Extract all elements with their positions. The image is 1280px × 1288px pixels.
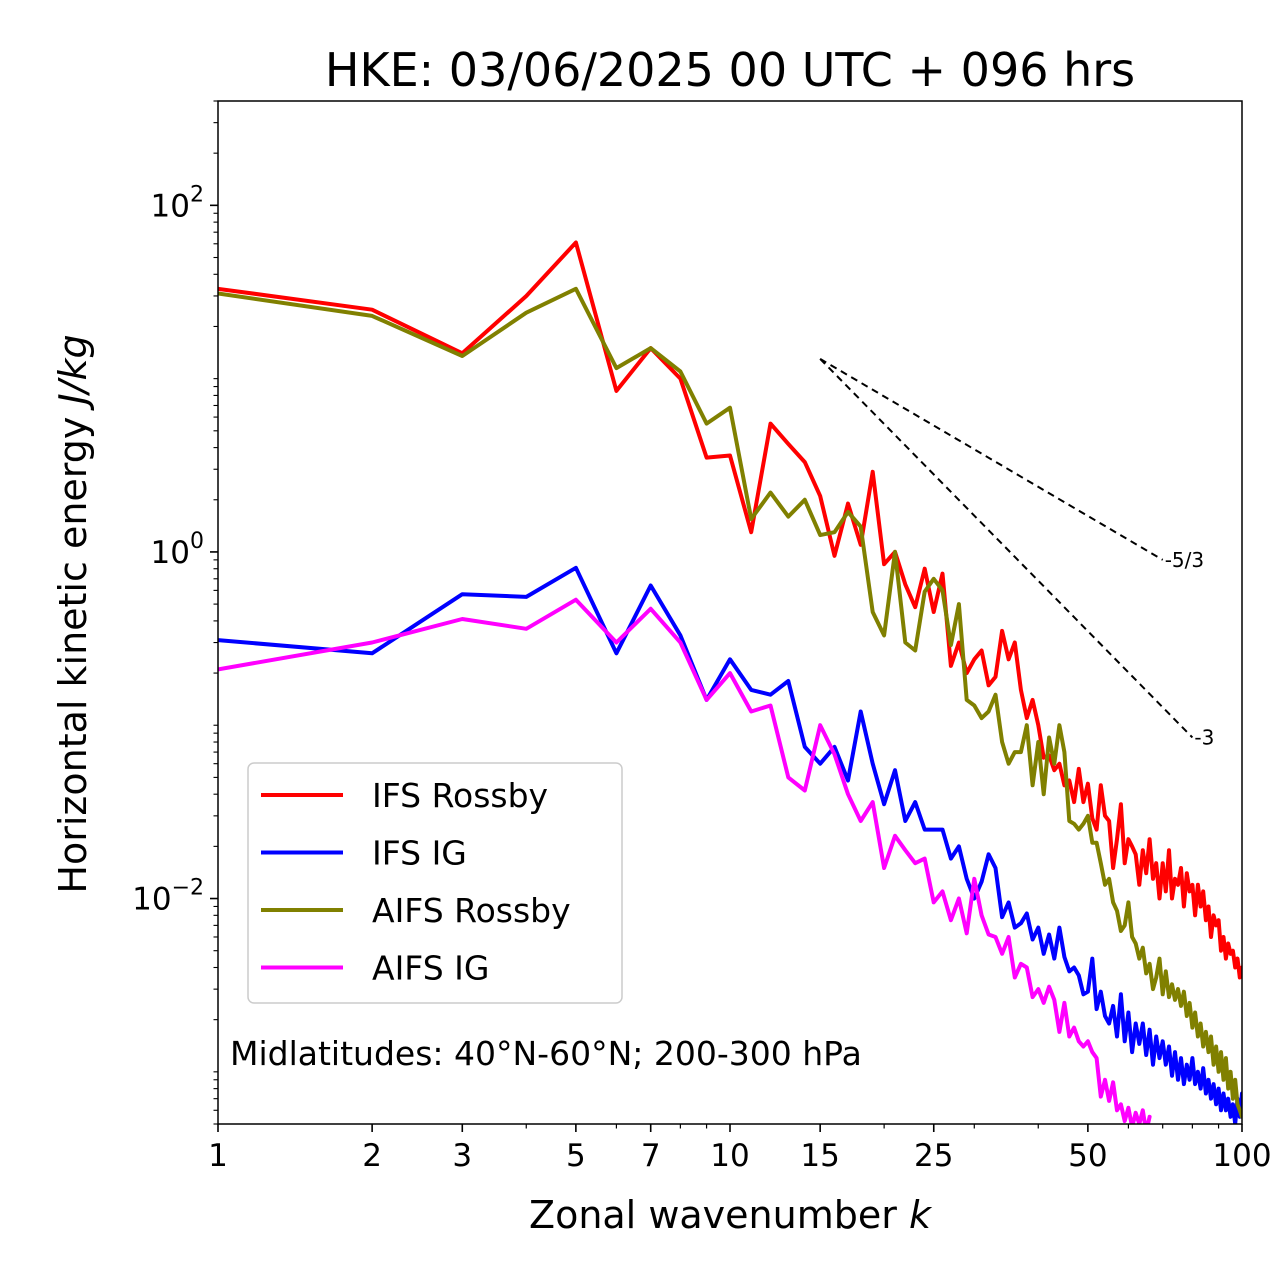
y-tick-base: 10 <box>151 188 190 224</box>
y-tick-exponent: −2 <box>172 876 204 901</box>
series-line-3 <box>218 597 1152 1124</box>
x-tick-label-50: 50 <box>1068 1138 1107 1174</box>
legend-label-3: AIFS IG <box>372 949 489 988</box>
y-tick-exponent: 0 <box>190 529 204 554</box>
y-tick-label: 102 <box>151 182 204 224</box>
x-tick-label-15: 15 <box>800 1138 839 1174</box>
legend: IFS Rossby IFS IG AIFS Rossby AIFS IG <box>247 762 623 1004</box>
reference-slope-label-0: -5/3 <box>1165 548 1204 572</box>
x-axis-label-var: k <box>909 1193 933 1237</box>
x-tick-label-7: 7 <box>641 1138 661 1174</box>
y-tick-base: 10 <box>151 535 190 571</box>
legend-label-1: IFS IG <box>372 834 467 873</box>
reference-slope-line-1 <box>819 358 1194 739</box>
region-annotation: Midlatitudes: 40°N-60°N; 200-300 hPa <box>230 1034 862 1073</box>
legend-box <box>247 762 623 1004</box>
y-tick-exponent: 2 <box>190 182 204 207</box>
series-line-2 <box>218 286 1242 1119</box>
series-layer <box>218 240 1242 1124</box>
y-tick-label: 10−2 <box>132 876 204 918</box>
legend-label-0: IFS Rossby <box>372 776 548 815</box>
y-tick-base: 10 <box>132 882 171 918</box>
y-axis-label-text: Horizontal kinetic energy <box>51 417 95 894</box>
x-tick-label-25: 25 <box>914 1138 953 1174</box>
series-line-0 <box>218 240 1242 980</box>
y-tick-label: 100 <box>151 529 204 571</box>
x-tick-label-10: 10 <box>710 1138 749 1174</box>
x-tick-label-5: 5 <box>566 1138 586 1174</box>
x-tick-label-3: 3 <box>452 1138 472 1174</box>
x-axis-ticks: 1 2 3 5 7 10 15 25 50 100 <box>208 1124 1272 1174</box>
legend-label-2: AIFS Rossby <box>372 891 571 930</box>
series-line-1 <box>218 565 1242 1124</box>
x-tick-label-1: 1 <box>208 1138 228 1174</box>
x-tick-label-100: 100 <box>1212 1138 1271 1174</box>
reference-slopes: -5/3 -3 <box>819 358 1214 749</box>
y-axis-label-unit: J/kg <box>51 334 95 411</box>
reference-slope-line-0 <box>819 358 1164 561</box>
x-axis-label: Zonal wavenumber k <box>529 1193 933 1237</box>
legend-items: IFS Rossby IFS IG AIFS Rossby AIFS IG <box>261 776 571 988</box>
y-axis-label: Horizontal kinetic energy J/kg <box>51 334 95 893</box>
x-tick-label-2: 2 <box>362 1138 382 1174</box>
x-axis-label-text: Zonal wavenumber <box>529 1193 897 1237</box>
chart-title: HKE: 03/06/2025 00 UTC + 096 hrs <box>325 43 1135 97</box>
reference-slope-label-1: -3 <box>1194 725 1214 749</box>
